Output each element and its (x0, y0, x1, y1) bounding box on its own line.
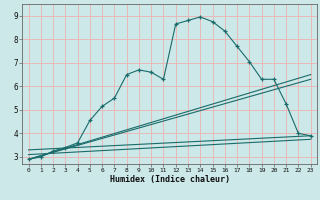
X-axis label: Humidex (Indice chaleur): Humidex (Indice chaleur) (110, 175, 230, 184)
